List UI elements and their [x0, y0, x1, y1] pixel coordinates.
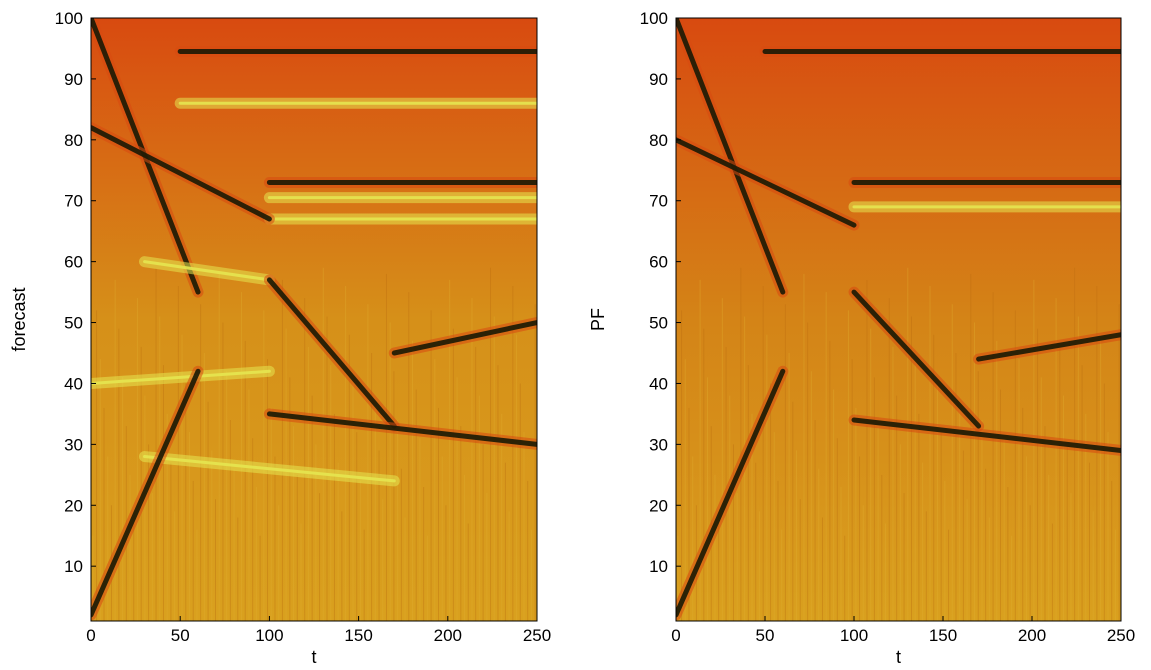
dark-band [851, 417, 1121, 453]
x-tick-label: 0 [86, 626, 95, 645]
x-tick-label: 200 [434, 626, 462, 645]
bright-band [143, 260, 271, 282]
y-tick-label: 80 [64, 131, 83, 150]
y-tick-label: 70 [64, 192, 83, 211]
x-tick-label: 150 [344, 626, 372, 645]
dark-band [676, 368, 786, 618]
axes-frame [675, 17, 1122, 622]
dark-band [851, 289, 982, 429]
dark-band [91, 125, 272, 222]
y-tick-label: 100 [55, 9, 83, 28]
y-tick-label: 90 [649, 70, 668, 89]
y-tick-label: 90 [64, 70, 83, 89]
dark-band [976, 332, 1121, 362]
y-axis-label: forecast [9, 287, 29, 351]
y-tick-label: 50 [649, 314, 668, 333]
dark-band [91, 368, 201, 618]
heatmap-background [91, 18, 537, 621]
dark-band [676, 137, 857, 228]
heatmap-background [676, 18, 1121, 621]
x-tick-label: 50 [756, 626, 775, 645]
x-tick-label: 250 [523, 626, 551, 645]
dark-band [391, 320, 537, 356]
dark-band [676, 18, 786, 295]
dark-band [266, 411, 537, 447]
y-tick-label: 80 [649, 131, 668, 150]
bright-band [143, 455, 396, 483]
x-tick-label: 50 [171, 626, 190, 645]
heatmap-panel-2 [676, 18, 1121, 621]
y-tick-label: 100 [640, 9, 668, 28]
x-axis-label: t [896, 647, 901, 667]
x-axis-label: t [311, 647, 316, 667]
y-tick-label: 40 [64, 374, 83, 393]
bright-band [91, 369, 271, 385]
axes-frame [90, 17, 538, 622]
x-tick-label: 100 [255, 626, 283, 645]
y-tick-label: 30 [64, 435, 83, 454]
y-tick-label: 60 [64, 253, 83, 272]
y-tick-label: 60 [649, 253, 668, 272]
x-tick-label: 200 [1018, 626, 1046, 645]
y-tick-label: 10 [649, 557, 668, 576]
y-tick-label: 30 [649, 435, 668, 454]
y-axis-label: PF [588, 308, 608, 331]
y-tick-label: 50 [64, 314, 83, 333]
y-tick-label: 40 [649, 374, 668, 393]
heatmap-panel-1 [91, 18, 537, 621]
x-tick-label: 100 [840, 626, 868, 645]
dark-band [266, 277, 397, 429]
x-tick-label: 0 [671, 626, 680, 645]
x-tick-label: 150 [929, 626, 957, 645]
y-tick-label: 20 [64, 496, 83, 515]
x-tick-label: 250 [1107, 626, 1135, 645]
y-tick-label: 70 [649, 192, 668, 211]
y-tick-label: 20 [649, 496, 668, 515]
y-tick-label: 10 [64, 557, 83, 576]
